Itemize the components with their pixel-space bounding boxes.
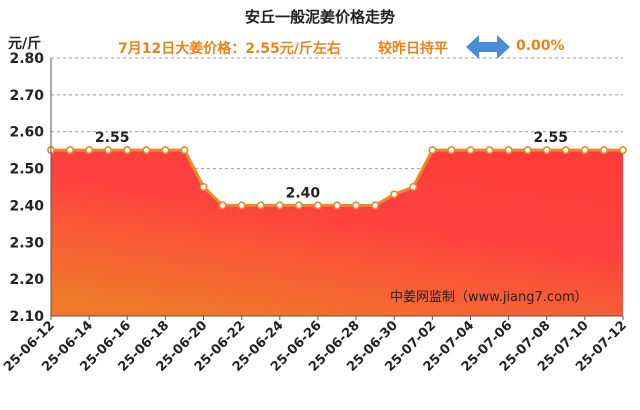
data-point — [256, 201, 265, 210]
chart-title: 安丘一般泥姜价格走势 — [244, 8, 395, 26]
y-tick-label: 2.30 — [9, 235, 44, 251]
data-point — [294, 201, 303, 210]
data-point — [218, 201, 227, 210]
data-point — [580, 146, 589, 155]
y-tick-label: 2.60 — [9, 125, 44, 141]
y-tick-label: 2.40 — [9, 198, 44, 214]
data-point — [313, 201, 322, 210]
compare-text: 较昨日持平 — [378, 41, 448, 57]
data-point — [447, 146, 456, 155]
data-point — [371, 201, 380, 210]
data-point — [161, 146, 170, 155]
data-point — [237, 201, 246, 210]
series-area — [51, 150, 623, 316]
data-point — [523, 146, 532, 155]
data-point — [542, 146, 551, 155]
data-point — [504, 146, 513, 155]
data-point — [199, 183, 208, 192]
data-point — [618, 146, 627, 155]
data-point — [352, 201, 361, 210]
y-tick-label: 2.80 — [9, 51, 44, 67]
data-point — [66, 146, 75, 155]
change-percent-text: 0.00% — [516, 38, 565, 54]
data-point — [390, 190, 399, 199]
data-point — [485, 146, 494, 155]
y-tick-label: 2.50 — [9, 162, 44, 178]
data-point — [466, 146, 475, 155]
y-axis-unit-label: 元/斤 — [8, 36, 42, 52]
y-tick-label: 2.20 — [9, 272, 44, 288]
data-point — [85, 146, 94, 155]
data-point — [428, 146, 437, 155]
price-summary-text: 7月12日大姜价格：2.55元/斤左右 — [118, 41, 341, 57]
data-point — [561, 146, 570, 155]
watermark-text: 中姜网监制（www.jiang7.com） — [390, 290, 588, 305]
y-tick-label: 2.70 — [9, 88, 44, 104]
data-label: 2.55 — [95, 130, 130, 146]
data-label: 2.55 — [533, 130, 568, 146]
data-point — [142, 146, 151, 155]
data-point — [180, 146, 189, 155]
data-point — [104, 146, 113, 155]
data-point — [409, 183, 418, 192]
double-arrow-icon — [466, 35, 510, 59]
data-point — [275, 201, 284, 210]
data-point — [599, 146, 608, 155]
data-point — [332, 201, 341, 210]
data-point — [123, 146, 132, 155]
y-tick-label: 2.10 — [9, 309, 44, 325]
data-label: 2.40 — [286, 185, 321, 201]
